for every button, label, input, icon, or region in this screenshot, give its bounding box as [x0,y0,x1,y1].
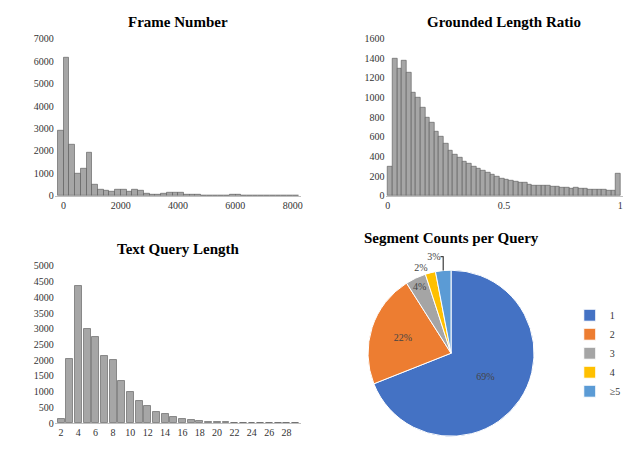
svg-text:2500: 2500 [34,339,54,350]
svg-text:2000: 2000 [34,355,54,366]
svg-text:2: 2 [58,427,63,438]
svg-text:1000: 1000 [365,92,385,103]
svg-text:16: 16 [177,427,187,438]
svg-text:10: 10 [125,427,135,438]
svg-text:Segment Counts per Query: Segment Counts per Query [364,230,539,246]
svg-text:0: 0 [49,190,54,201]
svg-text:3500: 3500 [34,308,54,319]
svg-text:0: 0 [61,200,66,211]
svg-text:200: 200 [370,171,385,182]
svg-text:1: 1 [618,200,623,211]
svg-text:3000: 3000 [34,123,54,134]
svg-text:20: 20 [212,427,222,438]
svg-text:69%: 69% [476,371,494,382]
svg-text:6000: 6000 [225,200,245,211]
svg-text:0: 0 [385,200,390,211]
svg-text:6000: 6000 [34,56,54,67]
svg-text:0: 0 [49,418,54,429]
svg-text:4%: 4% [413,281,426,292]
svg-text:1200: 1200 [365,72,385,83]
svg-text:1: 1 [610,310,615,321]
svg-text:0.5: 0.5 [498,200,511,211]
svg-text:4000: 4000 [168,200,188,211]
svg-text:800: 800 [370,112,385,123]
svg-text:1500: 1500 [34,370,54,381]
svg-text:3%: 3% [427,251,440,262]
svg-text:1000: 1000 [34,386,54,397]
svg-text:4: 4 [76,427,81,438]
svg-text:4000: 4000 [34,101,54,112]
svg-text:Text Query Length: Text Query Length [117,241,240,257]
svg-text:6: 6 [93,427,98,438]
svg-text:600: 600 [370,131,385,142]
svg-text:26: 26 [264,427,274,438]
svg-text:3: 3 [610,348,615,359]
svg-text:22%: 22% [394,332,412,343]
svg-text:0: 0 [380,190,385,201]
svg-text:14: 14 [160,427,170,438]
svg-text:Grounded Length Ratio: Grounded Length Ratio [427,14,581,30]
svg-text:8000: 8000 [283,200,303,211]
svg-text:500: 500 [39,402,54,413]
svg-text:4500: 4500 [34,276,54,287]
svg-text:2000: 2000 [34,145,54,156]
svg-text:4: 4 [610,367,615,378]
svg-text:1400: 1400 [365,53,385,64]
svg-text:7000: 7000 [34,33,54,44]
svg-text:≥5: ≥5 [610,386,621,397]
svg-text:2000: 2000 [111,200,131,211]
svg-text:1600: 1600 [365,33,385,44]
svg-text:1000: 1000 [34,168,54,179]
svg-text:2: 2 [610,329,615,340]
svg-text:2%: 2% [414,262,427,273]
svg-text:400: 400 [370,151,385,162]
svg-text:18: 18 [195,427,205,438]
svg-text:8: 8 [110,427,115,438]
svg-text:12: 12 [143,427,153,438]
svg-text:28: 28 [282,427,292,438]
svg-text:22: 22 [229,427,239,438]
svg-text:24: 24 [247,427,257,438]
svg-text:Frame Number: Frame Number [128,14,228,30]
svg-text:5000: 5000 [34,260,54,271]
svg-text:3000: 3000 [34,323,54,334]
svg-text:4000: 4000 [34,292,54,303]
svg-text:5000: 5000 [34,78,54,89]
